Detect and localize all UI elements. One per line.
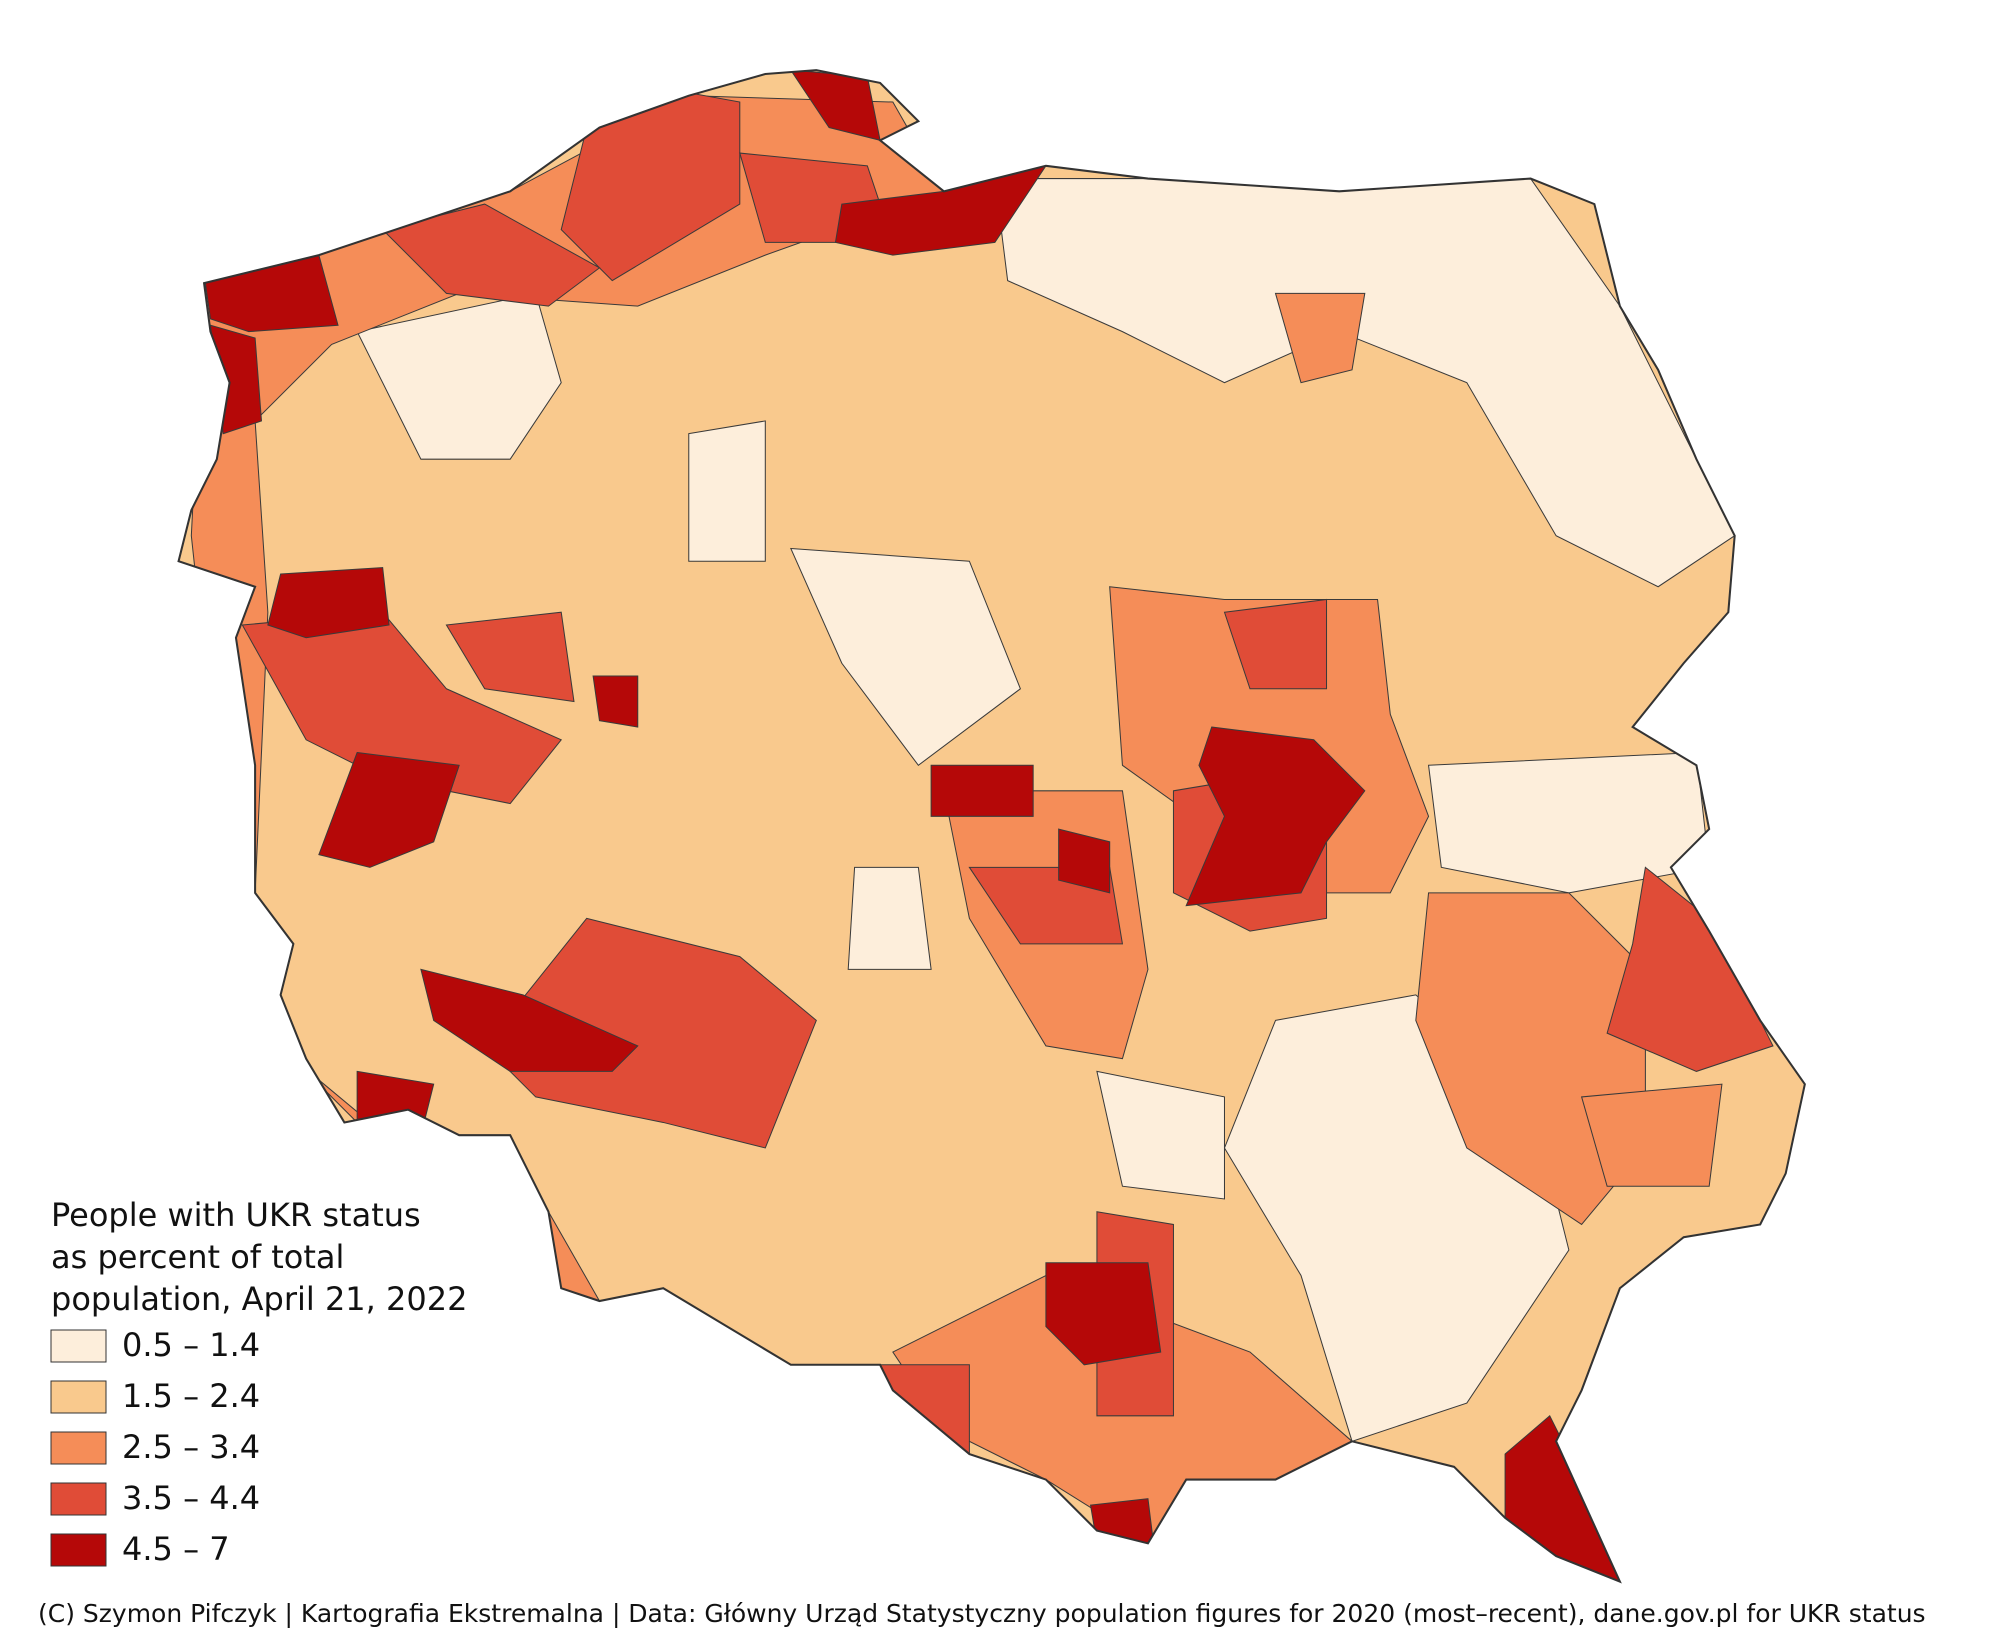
region — [994, 178, 1736, 588]
legend-label: 2.5 – 3.4 — [122, 1428, 260, 1466]
region — [1580, 1083, 1723, 1187]
regions — [178, 70, 1805, 1582]
region — [1096, 1070, 1225, 1200]
region — [1504, 1414, 1621, 1582]
region — [1185, 726, 1366, 907]
legend-label: 3.5 – 4.4 — [122, 1479, 260, 1517]
legend: People with UKR status as percent of tota… — [50, 1196, 467, 1568]
region — [879, 1364, 970, 1456]
legend-label: 0.5 – 1.4 — [122, 1326, 260, 1364]
region — [1274, 292, 1366, 384]
legend-title: population, April 21, 2022 — [51, 1280, 467, 1318]
region — [688, 420, 766, 562]
region — [1045, 1262, 1162, 1366]
region — [930, 764, 1034, 817]
legend-swatch — [50, 1329, 107, 1363]
region — [1058, 828, 1111, 894]
region — [381, 203, 601, 307]
legend-swatch — [50, 1380, 107, 1414]
region — [1223, 598, 1328, 690]
poland-map — [177, 69, 1806, 1583]
legend-title: People with UKR status — [51, 1196, 421, 1234]
legend-swatch — [50, 1482, 107, 1516]
region — [445, 611, 575, 703]
legend-swatch — [50, 1431, 107, 1465]
region — [241, 611, 563, 805]
region — [209, 324, 263, 435]
region — [789, 547, 1022, 767]
region — [847, 866, 932, 970]
legend-title: as percent of total — [51, 1238, 344, 1276]
region — [267, 567, 390, 639]
region — [560, 75, 741, 282]
legend-label: 4.5 – 7 — [122, 1530, 230, 1568]
region — [592, 675, 639, 728]
legend-label: 1.5 – 2.4 — [122, 1377, 260, 1415]
credit: (C) Szymon Pifczyk | Kartografia Ekstrem… — [38, 1599, 1926, 1628]
region — [1427, 752, 1710, 894]
region — [420, 968, 639, 1072]
legend-swatch — [50, 1533, 107, 1567]
region — [318, 751, 460, 868]
